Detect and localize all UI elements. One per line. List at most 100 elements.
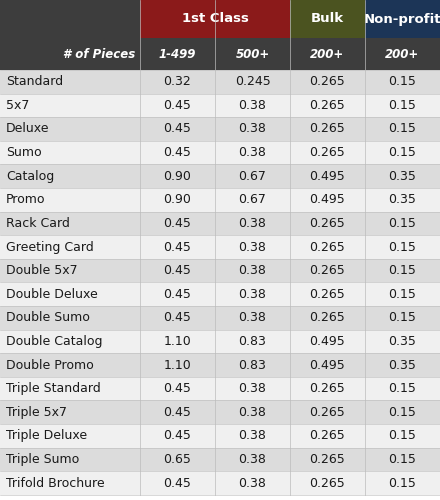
- Text: 0.90: 0.90: [164, 170, 191, 182]
- Bar: [290, 141, 365, 165]
- Bar: [215, 353, 290, 377]
- Text: 0.35: 0.35: [389, 358, 416, 372]
- Text: 0.265: 0.265: [310, 430, 345, 442]
- Bar: [140, 0, 290, 38]
- Text: 0.15: 0.15: [389, 453, 416, 466]
- Text: 0.45: 0.45: [164, 406, 191, 418]
- Text: 0.265: 0.265: [310, 406, 345, 418]
- Bar: [290, 306, 365, 330]
- Bar: [290, 353, 365, 377]
- Text: 0.15: 0.15: [389, 240, 416, 254]
- Text: 0.265: 0.265: [310, 217, 345, 230]
- Bar: [365, 235, 440, 259]
- Text: 0.265: 0.265: [310, 476, 345, 490]
- Text: 200+: 200+: [385, 48, 420, 60]
- Text: 0.495: 0.495: [310, 170, 345, 182]
- Text: 0.38: 0.38: [238, 453, 267, 466]
- Text: Bulk: Bulk: [311, 12, 344, 26]
- Bar: [140, 377, 215, 400]
- Bar: [0, 141, 140, 165]
- Bar: [215, 212, 290, 235]
- Text: 0.38: 0.38: [238, 122, 267, 136]
- Bar: [290, 424, 365, 448]
- Text: 0.65: 0.65: [164, 453, 191, 466]
- Bar: [290, 259, 365, 282]
- Bar: [365, 259, 440, 282]
- Bar: [0, 377, 140, 400]
- Text: Deluxe: Deluxe: [6, 122, 49, 136]
- Bar: [215, 70, 290, 94]
- Text: Catalog: Catalog: [6, 170, 54, 182]
- Text: 500+: 500+: [235, 48, 270, 60]
- Text: 0.15: 0.15: [389, 146, 416, 159]
- Bar: [0, 0, 140, 38]
- Bar: [0, 235, 140, 259]
- Bar: [140, 70, 215, 94]
- Bar: [290, 235, 365, 259]
- Bar: [290, 188, 365, 212]
- Bar: [365, 0, 440, 38]
- Bar: [290, 377, 365, 400]
- Bar: [290, 70, 365, 94]
- Bar: [0, 188, 140, 212]
- Text: 0.38: 0.38: [238, 382, 267, 395]
- Text: 0.35: 0.35: [389, 194, 416, 206]
- Bar: [140, 188, 215, 212]
- Bar: [140, 38, 215, 70]
- Text: 0.38: 0.38: [238, 240, 267, 254]
- Text: Double Sumo: Double Sumo: [6, 312, 90, 324]
- Text: 0.45: 0.45: [164, 240, 191, 254]
- Bar: [0, 117, 140, 141]
- Text: Rack Card: Rack Card: [6, 217, 70, 230]
- Bar: [290, 164, 365, 188]
- Bar: [365, 164, 440, 188]
- Bar: [215, 38, 290, 70]
- Bar: [365, 377, 440, 400]
- Text: 0.38: 0.38: [238, 406, 267, 418]
- Text: Double Deluxe: Double Deluxe: [6, 288, 98, 300]
- Bar: [0, 448, 140, 471]
- Bar: [365, 448, 440, 471]
- Text: 0.15: 0.15: [389, 406, 416, 418]
- Bar: [290, 38, 365, 70]
- Text: 0.265: 0.265: [310, 264, 345, 277]
- Bar: [365, 282, 440, 306]
- Bar: [365, 141, 440, 165]
- Bar: [215, 141, 290, 165]
- Bar: [140, 235, 215, 259]
- Text: Trifold Brochure: Trifold Brochure: [6, 476, 105, 490]
- Text: 0.15: 0.15: [389, 288, 416, 300]
- Text: 0.32: 0.32: [164, 76, 191, 88]
- Bar: [140, 448, 215, 471]
- Text: 0.15: 0.15: [389, 76, 416, 88]
- Text: 1-499: 1-499: [159, 48, 196, 60]
- Text: Double Promo: Double Promo: [6, 358, 94, 372]
- Text: 0.15: 0.15: [389, 99, 416, 112]
- Bar: [365, 471, 440, 495]
- Text: 0.38: 0.38: [238, 146, 267, 159]
- Bar: [140, 353, 215, 377]
- Bar: [215, 117, 290, 141]
- Bar: [0, 38, 140, 70]
- Text: 0.265: 0.265: [310, 240, 345, 254]
- Bar: [365, 188, 440, 212]
- Bar: [215, 188, 290, 212]
- Bar: [0, 424, 140, 448]
- Text: 0.83: 0.83: [238, 335, 267, 348]
- Bar: [215, 259, 290, 282]
- Text: 0.265: 0.265: [310, 453, 345, 466]
- Bar: [215, 94, 290, 117]
- Bar: [215, 164, 290, 188]
- Text: Promo: Promo: [6, 194, 45, 206]
- Text: 0.45: 0.45: [164, 122, 191, 136]
- Bar: [215, 471, 290, 495]
- Text: 0.45: 0.45: [164, 476, 191, 490]
- Text: 0.38: 0.38: [238, 430, 267, 442]
- Text: 0.83: 0.83: [238, 358, 267, 372]
- Bar: [290, 0, 365, 38]
- Text: 0.495: 0.495: [310, 358, 345, 372]
- Bar: [140, 212, 215, 235]
- Text: 0.45: 0.45: [164, 312, 191, 324]
- Bar: [0, 353, 140, 377]
- Bar: [365, 212, 440, 235]
